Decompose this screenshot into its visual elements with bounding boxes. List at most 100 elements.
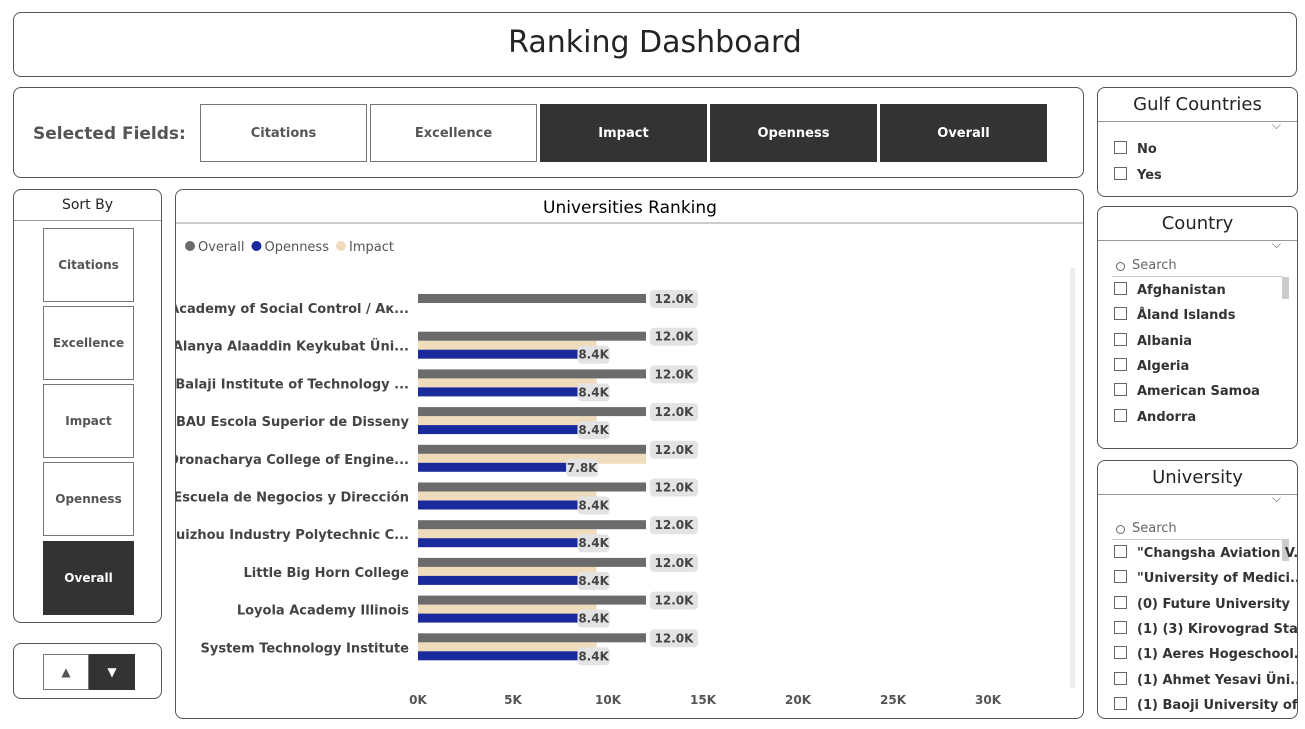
slicer-item[interactable]: (1) Baoji University of... bbox=[1114, 697, 1297, 713]
value-label-bg bbox=[650, 290, 698, 308]
value-label-bg bbox=[650, 365, 698, 384]
value-label: 12.0K bbox=[655, 367, 695, 381]
slicer-item[interactable]: (1) Ahmet Yesavi Üni... bbox=[1114, 672, 1297, 688]
bar bbox=[418, 529, 597, 540]
bar bbox=[418, 613, 578, 623]
slicer-item[interactable]: No bbox=[1114, 141, 1157, 157]
bar bbox=[418, 604, 597, 615]
category-label: Academy of Social Control / Ак... bbox=[176, 302, 409, 317]
field-button[interactable]: Openness bbox=[710, 104, 877, 162]
sort-descending[interactable]: ▼ bbox=[89, 654, 135, 690]
value-label-bg bbox=[577, 421, 610, 440]
sort-title: Sort By bbox=[61, 197, 114, 213]
slicer-item[interactable]: Algeria bbox=[1114, 358, 1189, 374]
x-tick-label: 0K bbox=[409, 693, 427, 707]
category-label: Dronacharya College of Engine... bbox=[176, 453, 409, 468]
bar bbox=[418, 520, 646, 530]
value-label-bg bbox=[650, 440, 698, 459]
slicer-item[interactable]: Afghanistan bbox=[1114, 282, 1226, 298]
legend-label: Openness bbox=[264, 240, 329, 255]
sort-ascending[interactable]: ▲ bbox=[43, 654, 89, 690]
legend-marker bbox=[185, 241, 195, 251]
sort-button[interactable]: Openness bbox=[43, 462, 134, 536]
slicer-title: University bbox=[1152, 467, 1243, 488]
divider bbox=[1098, 240, 1297, 241]
slicer-item[interactable]: American Samoa bbox=[1114, 383, 1260, 399]
x-tick-label: 5K bbox=[504, 693, 522, 707]
bar bbox=[418, 500, 578, 510]
chart-panel: Universities Ranking Overall Openness Impa… bbox=[175, 189, 1084, 719]
x-tick-label: 30K bbox=[975, 693, 1002, 707]
slicer-title: Gulf Countries bbox=[1133, 94, 1262, 115]
field-button[interactable]: Excellence bbox=[370, 104, 537, 162]
value-label-bg bbox=[577, 496, 610, 515]
sort-button[interactable]: Citations bbox=[43, 228, 134, 302]
bar bbox=[418, 331, 646, 341]
sort-button[interactable]: Overall bbox=[43, 541, 134, 615]
value-label: 12.0K bbox=[655, 330, 695, 344]
value-label: 8.4K bbox=[578, 536, 609, 550]
value-label: 12.0K bbox=[655, 481, 695, 495]
chart-title: Universities Ranking bbox=[543, 198, 717, 218]
slicer-item[interactable]: (0) Future University bbox=[1114, 596, 1290, 612]
x-tick-label: 10K bbox=[595, 693, 622, 707]
slicer-item[interactable]: Åland Islands bbox=[1114, 307, 1235, 323]
divider bbox=[1098, 494, 1297, 495]
bar bbox=[418, 462, 567, 472]
legend-marker bbox=[251, 241, 262, 251]
field-button[interactable]: Overall bbox=[880, 104, 1047, 162]
bar bbox=[418, 294, 646, 303]
slicer-item[interactable]: (1) (3) Kirovograd Sta... bbox=[1114, 621, 1297, 637]
search-icon bbox=[1116, 525, 1125, 534]
category-label: Alanya Alaaddin Keykubat Üni... bbox=[176, 339, 409, 355]
slicer-panel: Gulf Countries ⌵ No Yes bbox=[1097, 87, 1298, 197]
legend-label: Impact bbox=[349, 240, 394, 255]
category-label: Loyola Academy Illinois bbox=[237, 604, 409, 619]
field-button[interactable]: Impact bbox=[540, 104, 707, 162]
bar bbox=[418, 349, 578, 359]
bar bbox=[418, 557, 646, 567]
divider bbox=[14, 220, 161, 221]
value-label: 12.0K bbox=[655, 518, 695, 532]
value-label: 8.4K bbox=[578, 385, 609, 399]
slicer-item[interactable]: Yes bbox=[1114, 167, 1162, 183]
sort-direction-panel: ▲ ▼ bbox=[13, 643, 162, 699]
search-box[interactable]: Search bbox=[1112, 521, 1283, 540]
category-label: Guizhou Industry Polytechnic C... bbox=[176, 528, 409, 543]
bar bbox=[418, 575, 578, 585]
sort-button[interactable]: Excellence bbox=[43, 306, 134, 380]
value-label: 12.0K bbox=[655, 405, 695, 419]
slicer-item[interactable]: "Changsha Aviation V... bbox=[1114, 545, 1297, 561]
bar bbox=[418, 566, 597, 577]
bar bbox=[418, 425, 578, 435]
bar bbox=[418, 453, 646, 464]
value-label: 8.4K bbox=[578, 612, 609, 626]
bar bbox=[418, 633, 646, 643]
slicer-item[interactable]: Andorra bbox=[1114, 409, 1196, 425]
bar bbox=[418, 651, 578, 661]
legend-marker bbox=[335, 241, 346, 251]
bar bbox=[418, 378, 597, 389]
category-label: Balaji Institute of Technology ... bbox=[176, 377, 409, 392]
value-label: 8.4K bbox=[578, 499, 609, 513]
x-tick-label: 25K bbox=[880, 693, 907, 707]
slicer-item[interactable]: (1) Aeres Hogeschool... bbox=[1114, 646, 1297, 662]
value-label-bg bbox=[577, 647, 610, 666]
chevron: ⌵ bbox=[1271, 118, 1281, 132]
value-label-bg bbox=[650, 591, 698, 610]
value-label-bg bbox=[650, 553, 698, 572]
value-label: 12.0K bbox=[655, 594, 695, 608]
value-label: 12.0K bbox=[655, 631, 695, 645]
slicer-item[interactable]: "University of Medici... bbox=[1114, 570, 1297, 586]
bar bbox=[418, 444, 646, 454]
field-button[interactable]: Citations bbox=[200, 104, 367, 162]
slicer-item[interactable]: Albania bbox=[1114, 333, 1192, 349]
chevron: ⌵ bbox=[1271, 237, 1281, 251]
value-label-bg bbox=[577, 534, 610, 553]
sort-button[interactable]: Impact bbox=[43, 384, 134, 458]
search-box[interactable]: Search bbox=[1112, 258, 1283, 277]
chevron: ⌵ bbox=[1271, 491, 1281, 505]
value-label-bg bbox=[650, 403, 698, 422]
value-label-bg bbox=[577, 345, 610, 364]
